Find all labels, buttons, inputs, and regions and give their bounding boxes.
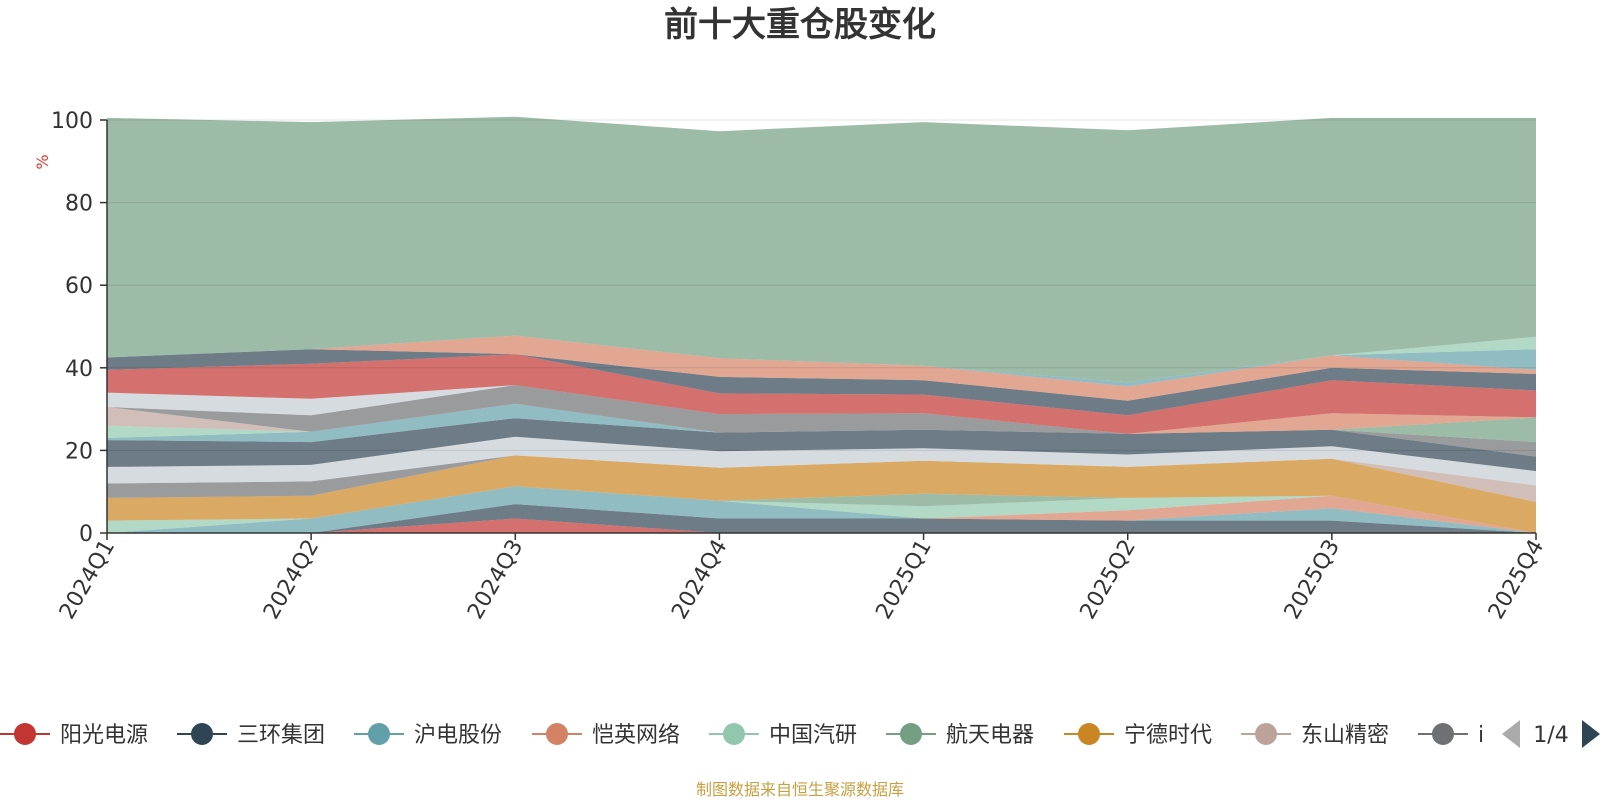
legend-label: 航天电器 <box>946 723 1034 748</box>
area-series-4[interactable] <box>107 486 1536 533</box>
legend-label: 中国汽研 <box>769 723 857 748</box>
area-series-2[interactable] <box>107 504 1536 533</box>
y-tick-label: 40 <box>65 357 93 382</box>
area-series-5[interactable] <box>107 486 1536 533</box>
legend-label: 宁德时代 <box>1124 723 1212 748</box>
legend-marker-icon <box>1432 723 1454 745</box>
legend-marker-icon <box>546 723 568 745</box>
plot-area <box>107 116 1536 534</box>
x-tick-label: 2024Q2 <box>259 536 324 624</box>
legend-label: i <box>1478 723 1484 748</box>
legend-item-7[interactable]: 宁德时代 <box>1064 723 1212 748</box>
y-tick-label: 20 <box>65 439 93 464</box>
y-axis-unit: % <box>33 154 52 169</box>
gridlines <box>107 119 1536 451</box>
area-series-7[interactable] <box>107 455 1536 533</box>
x-tick-label: 2024Q3 <box>463 536 528 624</box>
x-tick-label: 2025Q2 <box>1076 536 1141 624</box>
legend-marker-icon <box>14 723 36 745</box>
legend-item-4[interactable]: 恺英网络 <box>532 723 680 748</box>
y-tick-label: 100 <box>51 109 93 134</box>
area-series-15[interactable] <box>107 385 1536 457</box>
legend-marker-icon <box>723 723 745 745</box>
x-tick-label: 2024Q1 <box>55 536 120 624</box>
legend-label: 沪电股份 <box>414 723 502 748</box>
area-series-11[interactable] <box>107 418 1536 472</box>
triangle-left-icon[interactable] <box>1502 720 1520 748</box>
legend-item-5[interactable]: 中国汽研 <box>709 723 857 748</box>
x-tick-label: 2024Q4 <box>667 536 732 624</box>
legend-item-1[interactable]: 阳光电源 <box>0 723 148 748</box>
legend-marker-icon <box>900 723 922 745</box>
legend-marker-icon <box>368 723 390 745</box>
area-series-9[interactable] <box>107 455 1536 498</box>
legend-marker-icon <box>1255 723 1277 745</box>
x-tick-label: 2025Q3 <box>1280 536 1345 624</box>
legend-marker-icon <box>191 723 213 745</box>
legend-item-8[interactable]: 东山精密 <box>1241 723 1389 748</box>
x-tick-label: 2025Q4 <box>1484 536 1549 624</box>
y-tick-label: 60 <box>65 274 93 299</box>
area-series-12[interactable] <box>107 403 1536 457</box>
legend-label: 恺英网络 <box>592 723 680 748</box>
legend-page-indicator: 1/4 <box>1533 723 1568 748</box>
chart-title: 前十大重仓股变化 <box>664 5 936 45</box>
area-series-19[interactable] <box>107 354 1536 434</box>
legend-marker-icon <box>1078 723 1100 745</box>
legend-item-2[interactable]: 三环集团 <box>177 723 325 748</box>
x-tick-label: 2025Q1 <box>871 536 936 624</box>
area-series-24[interactable] <box>107 116 1536 383</box>
triangle-right-icon[interactable] <box>1582 720 1600 748</box>
area-series-21[interactable] <box>107 335 1536 401</box>
data-source-note: 制图数据来自恒生聚源数据库 <box>696 780 904 799</box>
y-tick-label: 80 <box>65 192 93 217</box>
legend-item-6[interactable]: 航天电器 <box>886 723 1034 748</box>
area-series-10[interactable] <box>107 436 1536 486</box>
legend[interactable]: 阳光电源 三环集团 沪电股份 恺英网络 中国汽研 航天电器 宁德时代 东山精密 i 1/4 <box>0 720 1600 748</box>
legend-item-3[interactable]: 沪电股份 <box>354 723 502 748</box>
legend-label: 三环集团 <box>237 723 325 748</box>
area-series-1[interactable] <box>107 518 1536 534</box>
legend-label: 东山精密 <box>1301 723 1389 748</box>
legend-item-9[interactable]: i <box>1418 723 1484 748</box>
legend-label: 阳光电源 <box>60 723 148 748</box>
area-series-20[interactable] <box>107 349 1536 416</box>
y-tick-label: 0 <box>79 522 93 547</box>
